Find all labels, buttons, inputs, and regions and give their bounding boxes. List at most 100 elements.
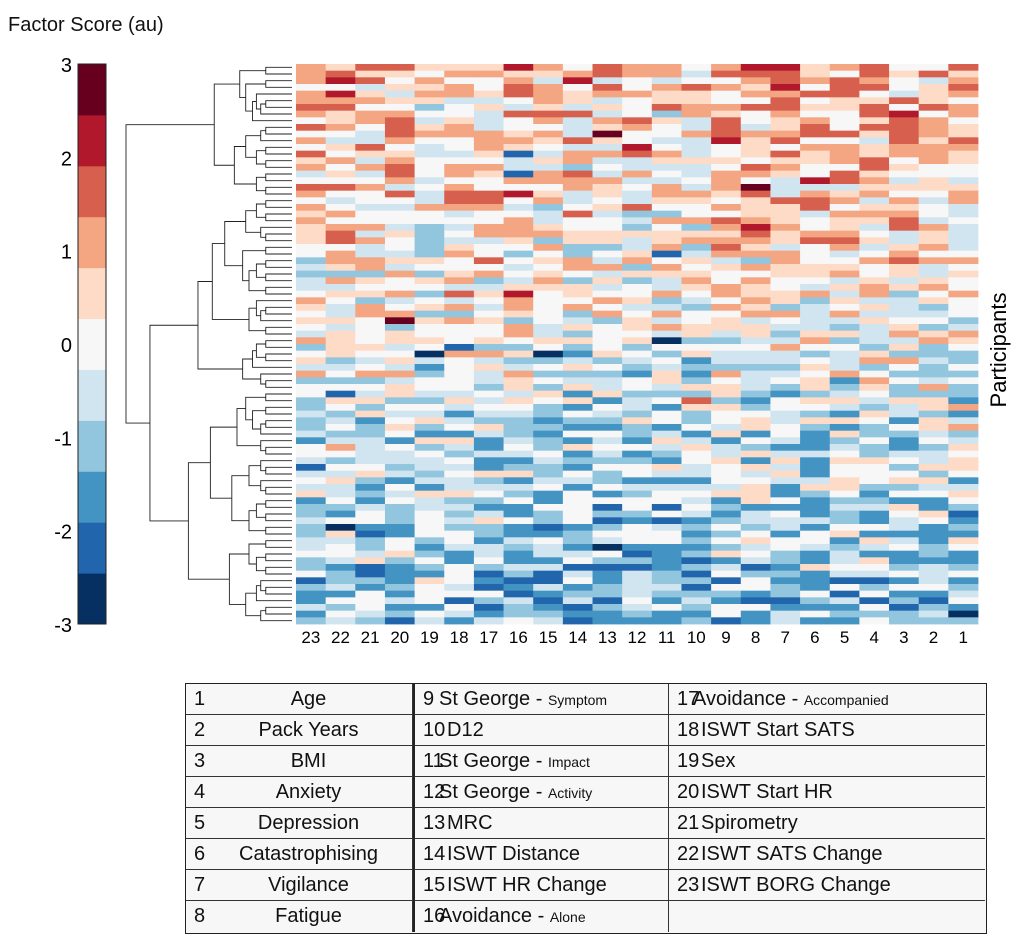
heatmap-cell xyxy=(829,90,860,98)
heatmap-cell xyxy=(918,430,949,438)
heatmap-cell xyxy=(384,197,416,205)
heatmap-cell xyxy=(740,337,771,345)
heatmap-cell xyxy=(740,217,771,225)
heatmap-cell xyxy=(889,190,920,198)
heatmap-cell xyxy=(800,357,831,365)
heatmap-cell xyxy=(444,570,475,578)
dendrogram-branch xyxy=(265,340,292,348)
heatmap-cell xyxy=(948,124,979,132)
heatmap-cell xyxy=(562,104,593,112)
heatmap-cell xyxy=(296,290,327,298)
heatmap-cell xyxy=(800,424,831,432)
legend-variable-name: Pack Years xyxy=(186,715,412,745)
legend-variable-name: ISWT HR Change xyxy=(447,870,607,900)
heatmap-cell xyxy=(859,97,890,105)
heatmap-cell xyxy=(859,290,890,298)
heatmap-cell xyxy=(859,397,890,405)
heatmap-cell xyxy=(800,157,831,165)
heatmap-cell xyxy=(651,124,682,132)
heatmap-cell xyxy=(918,490,949,498)
heatmap-cell xyxy=(859,430,890,438)
heatmap-cell xyxy=(414,610,445,618)
heatmap-cell xyxy=(948,130,979,138)
heatmap-cell xyxy=(414,304,445,312)
heatmap-cell xyxy=(355,370,386,378)
heatmap-cell xyxy=(859,457,890,465)
heatmap-cell xyxy=(800,130,831,138)
heatmap-cell xyxy=(355,530,386,538)
heatmap-cell xyxy=(651,350,682,358)
heatmap-cell xyxy=(622,617,653,625)
heatmap-cell xyxy=(948,224,979,232)
heatmap-cell xyxy=(533,157,564,165)
heatmap-cell xyxy=(770,224,801,232)
heatmap-cell xyxy=(325,310,356,318)
heatmap-cell xyxy=(296,230,327,238)
heatmap-cell xyxy=(948,184,979,192)
heatmap-cell xyxy=(473,370,504,378)
heatmap-cell xyxy=(533,117,564,125)
heatmap-cell xyxy=(859,350,890,358)
heatmap-cell xyxy=(592,410,623,418)
heatmap-cell xyxy=(592,450,623,458)
heatmap-cell xyxy=(829,77,860,85)
heatmap-cell xyxy=(770,337,801,345)
heatmap-cell xyxy=(325,597,356,605)
heatmap-cell xyxy=(948,70,979,78)
heatmap-cell xyxy=(829,350,860,358)
heatmap-cell xyxy=(355,404,386,412)
heatmap-cell xyxy=(503,584,534,592)
heatmap-cell xyxy=(800,284,831,292)
heatmap-cell xyxy=(444,610,475,618)
heatmap-cell xyxy=(681,110,712,118)
heatmap-cell xyxy=(889,290,920,298)
heatmap-cell xyxy=(444,264,475,272)
heatmap-cell xyxy=(770,290,801,298)
heatmap-cell xyxy=(859,317,890,325)
heatmap-cell xyxy=(533,430,564,438)
heatmap-cell xyxy=(711,590,742,598)
heatmap-cell xyxy=(800,137,831,145)
heatmap-cell xyxy=(296,424,327,432)
heatmap-cell xyxy=(918,384,949,392)
heatmap-cell xyxy=(414,590,445,598)
column-tick-label: 20 xyxy=(390,628,409,647)
heatmap-cell xyxy=(503,577,534,585)
heatmap-cell xyxy=(770,397,801,405)
heatmap-cell xyxy=(770,317,801,325)
column-tick-label: 9 xyxy=(721,628,730,647)
heatmap-cell xyxy=(444,104,475,112)
heatmap-cell xyxy=(473,477,504,485)
heatmap-cell xyxy=(651,344,682,352)
heatmap-cell xyxy=(711,364,742,372)
heatmap-cell xyxy=(918,597,949,605)
heatmap-cell xyxy=(473,577,504,585)
heatmap-cell xyxy=(918,317,949,325)
heatmap-cell xyxy=(384,404,416,412)
heatmap-cell xyxy=(622,550,653,558)
heatmap-cell xyxy=(948,97,979,105)
heatmap-cell xyxy=(740,470,771,478)
heatmap-cell xyxy=(325,124,356,132)
heatmap-cell xyxy=(503,490,534,498)
heatmap-cell xyxy=(622,270,653,278)
heatmap-cell xyxy=(533,97,564,105)
heatmap-cell xyxy=(740,544,771,552)
heatmap-cell xyxy=(948,524,979,532)
heatmap-cell xyxy=(592,144,623,152)
heatmap-cell xyxy=(918,297,949,305)
heatmap-cell xyxy=(859,390,890,398)
heatmap-cell xyxy=(948,257,979,265)
heatmap-cell xyxy=(800,337,831,345)
legend-number: 20 xyxy=(677,781,700,803)
heatmap-cell xyxy=(622,164,653,172)
heatmap-cell xyxy=(829,204,860,212)
heatmap-cell xyxy=(414,144,445,152)
heatmap-cell xyxy=(296,117,327,125)
heatmap-cell xyxy=(296,384,327,392)
heatmap-cell xyxy=(681,437,712,445)
column-tick-label: 5 xyxy=(840,628,849,647)
heatmap-cell xyxy=(859,377,890,385)
heatmap-cell xyxy=(770,237,801,245)
